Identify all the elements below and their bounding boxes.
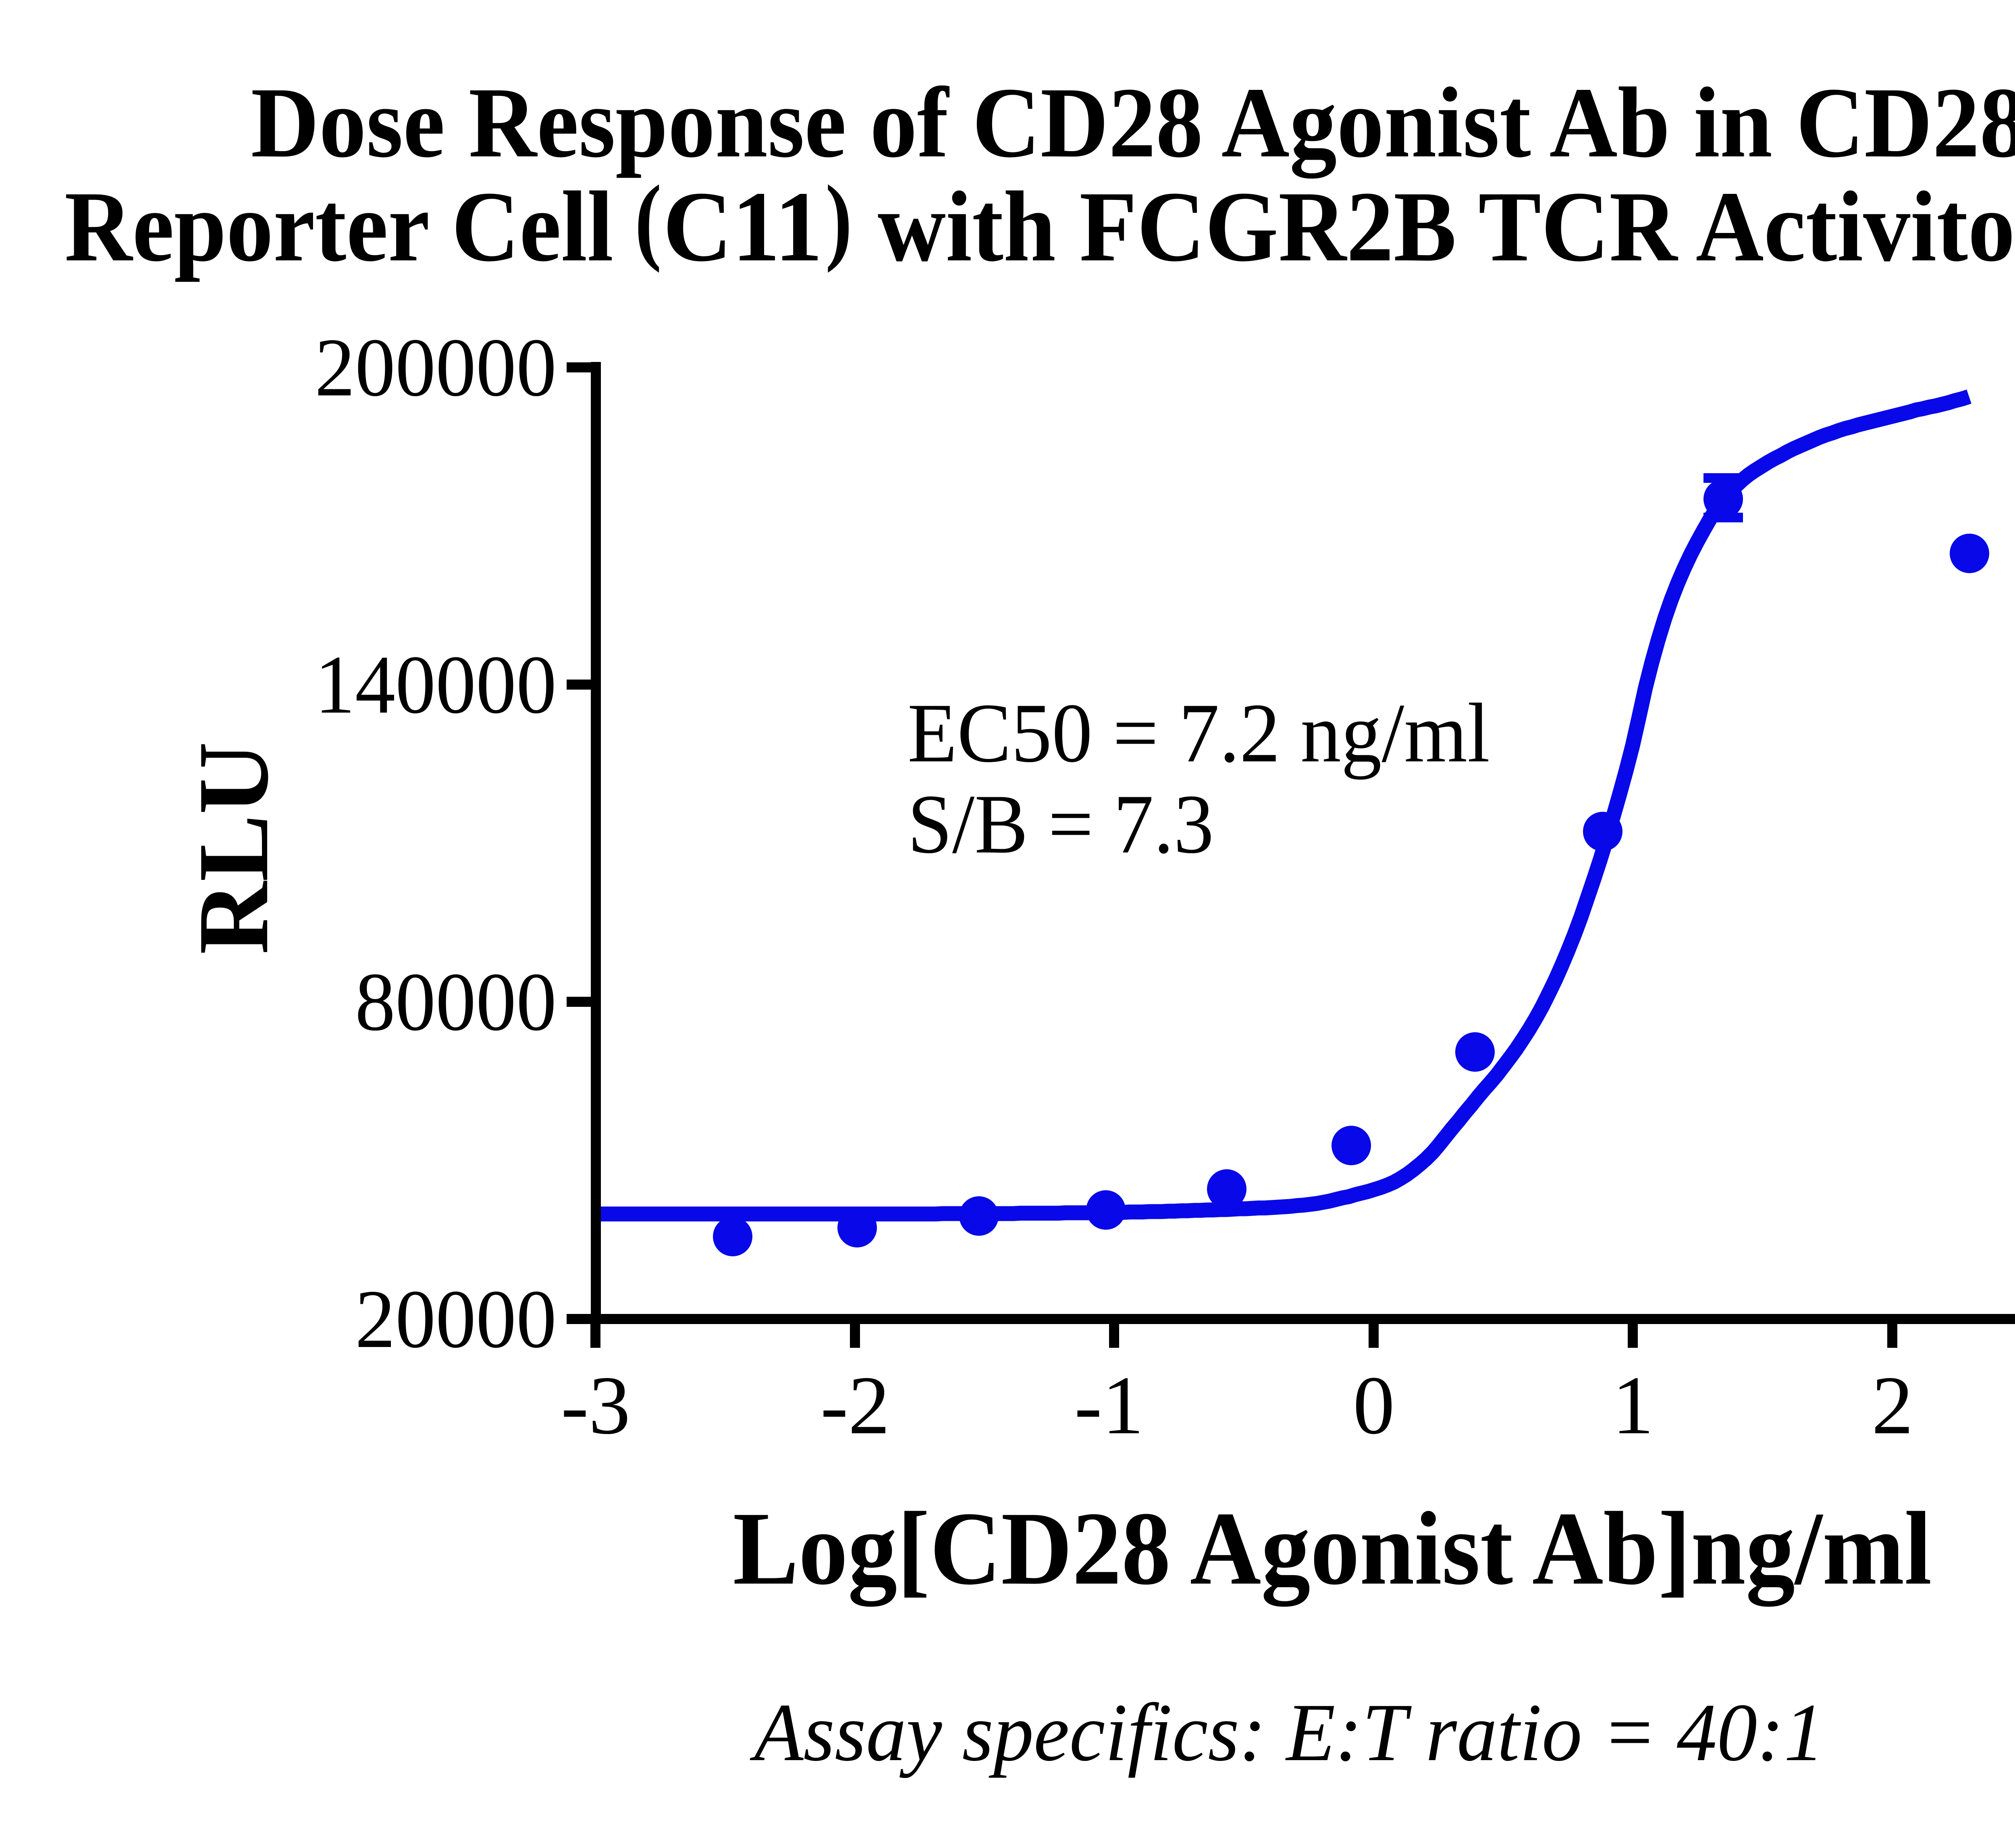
svg-text:(: (: [635, 165, 662, 273]
svg-text:1: 1: [1612, 1359, 1654, 1451]
svg-text:-2: -2: [821, 1359, 890, 1451]
svg-text:C11: C11: [663, 171, 823, 283]
svg-text:80000: 80000: [355, 956, 557, 1048]
svg-text:-3: -3: [561, 1359, 630, 1451]
svg-text:RLU: RLU: [178, 742, 289, 954]
svg-text:-1: -1: [1074, 1359, 1144, 1451]
svg-text:with FCGR2B TCR Activitor CHO: with FCGR2B TCR Activitor CHO: [878, 171, 2015, 283]
svg-text:0: 0: [1353, 1359, 1395, 1451]
svg-text:Dose Response of CD28 Agonist: Dose Response of CD28 Agonist Ab in CD28…: [251, 67, 2015, 179]
svg-text:S/B = 7.3: S/B = 7.3: [908, 777, 1214, 871]
svg-text:Assay specifics: E:T ratio = 4: Assay specifics: E:T ratio = 40:1: [750, 1687, 1824, 1778]
svg-text:EC50 = 7.2 ng/ml: EC50 = 7.2 ng/ml: [908, 686, 1490, 780]
svg-text:200000: 200000: [315, 321, 557, 414]
svg-text:20000: 20000: [355, 1273, 557, 1365]
svg-text:): ): [825, 165, 852, 273]
svg-text:Log[CD28 Agonist Ab]ng/ml: Log[CD28 Agonist Ab]ng/ml: [733, 1490, 1932, 1608]
svg-text:140000: 140000: [315, 638, 557, 731]
svg-text:Reporter Cell: Reporter Cell: [64, 171, 613, 283]
svg-text:2: 2: [1872, 1359, 1913, 1451]
